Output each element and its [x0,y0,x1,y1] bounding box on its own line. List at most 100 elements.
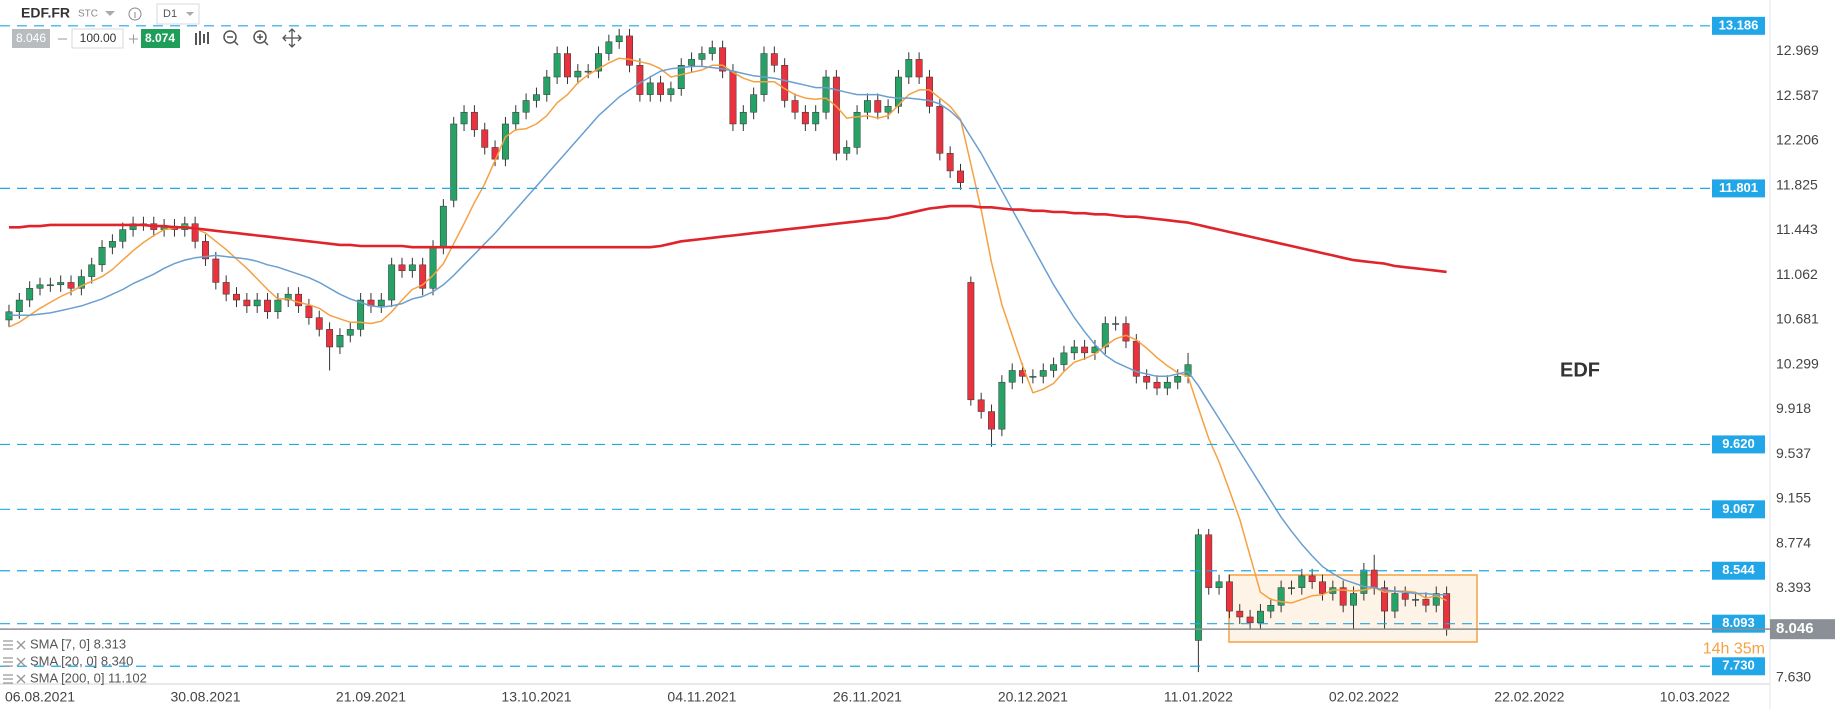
candle-body [729,70,737,125]
y-tick-label: 7.630 [1776,669,1811,685]
x-tick-label: 04.11.2021 [667,689,736,705]
candle-body [605,41,613,54]
candle-body [346,329,354,336]
y-tick-label: 11.825 [1776,176,1818,192]
candle-body [946,153,954,172]
sma-line [8,57,1447,604]
candle-body [46,284,54,287]
candle-body [191,223,199,242]
timeframe-box[interactable] [156,3,200,25]
candle-body [264,299,271,313]
instrument-label: EDF [1560,359,1600,381]
candle-body [791,100,799,113]
candle-body [553,53,561,78]
candle-body [1412,599,1420,601]
candle-body [1391,593,1399,612]
candle-body [998,381,1006,430]
level-label-box [1712,657,1765,676]
timeframe[interactable]: D1 [163,8,177,20]
x-tick-label: 11.01.2022 [1164,689,1233,705]
info-icon[interactable] [128,7,142,21]
candle-body [243,299,251,307]
y-tick-label: 11.062 [1776,266,1818,282]
candle-body [1081,346,1089,354]
candle-body [233,293,240,301]
candle-body [119,229,127,242]
candle-body [957,170,964,183]
legend-remove[interactable] [16,674,26,684]
candle-body [1422,599,1430,606]
legend-entry: SMA [7, 0] 8.313 [30,636,126,651]
candle-body [688,59,696,66]
candle-body [894,76,902,107]
legend-remove[interactable] [16,657,26,667]
candle-body [429,246,437,289]
legend-icon [3,640,13,650]
candle-body [574,70,582,78]
ask-box[interactable] [141,29,180,48]
candle-body [708,47,716,54]
candle-body [657,82,665,95]
candle-body [470,111,478,131]
candle-body [295,293,303,307]
legend-entry: SMA [20, 0] 8.340 [30,653,133,668]
candle-body [1381,587,1388,612]
x-tick-label: 02.02.2022 [1329,689,1399,705]
zoom-in-icon[interactable] [253,30,267,44]
level-label: 7.730 [1722,658,1755,673]
candle-body [1319,581,1326,594]
candle-body [1091,346,1099,354]
candle-body [905,59,913,78]
candle-body [26,288,34,301]
candle-body [315,317,323,330]
candle-body [719,47,727,72]
last-price-box [1770,619,1835,640]
candle-body [1401,593,1409,600]
x-tick-label: 06.08.2021 [5,689,75,705]
chart-type-icon[interactable] [195,31,209,45]
y-tick-label: 9.537 [1776,445,1811,461]
y-tick-label: 10.681 [1776,311,1819,327]
candle-body [336,335,344,348]
dropdown-caret[interactable] [105,11,115,16]
volume-box[interactable] [71,28,124,49]
candle-body [801,111,809,125]
y-tick-label: 12.587 [1776,87,1819,103]
volume[interactable]: 100.00 [80,31,117,45]
candle-body [1112,323,1120,325]
candle-body [398,264,406,271]
candle-body [212,258,220,283]
level-label-box [1712,16,1765,35]
candle-body [636,65,644,95]
legend-icon [3,674,13,684]
candle-body [1153,381,1161,389]
candle-body [667,88,675,95]
candle-body [67,282,75,289]
range-box [1228,574,1478,643]
zoom-out-icon[interactable] [223,30,237,44]
candle-body [388,264,396,301]
legend-entry: SMA [200, 0] 11.102 [30,670,147,685]
candle-body [439,205,447,248]
symbol[interactable]: EDF.FR [21,5,70,21]
candle-body [1194,534,1202,641]
x-tick-label: 20.12.2021 [998,689,1068,705]
candle-body [1205,534,1213,588]
candle-body [677,65,685,89]
candle-body [564,53,571,78]
candle-body [1298,575,1306,588]
y-tick-label: 9.155 [1776,490,1811,506]
candle-body [77,276,85,289]
level-label: 9.620 [1722,436,1755,451]
pan-icon[interactable] [282,28,302,48]
plus-button[interactable] [129,34,138,44]
bid[interactable]: 8.046 [16,31,46,45]
ask[interactable]: 8.074 [145,31,175,45]
bid-box[interactable] [12,29,50,48]
candle-body [1350,593,1357,606]
legend-remove[interactable] [16,640,26,650]
y-tick-label: 9.918 [1776,400,1811,416]
level-label: 9.067 [1722,501,1755,516]
candle-body [832,76,840,154]
